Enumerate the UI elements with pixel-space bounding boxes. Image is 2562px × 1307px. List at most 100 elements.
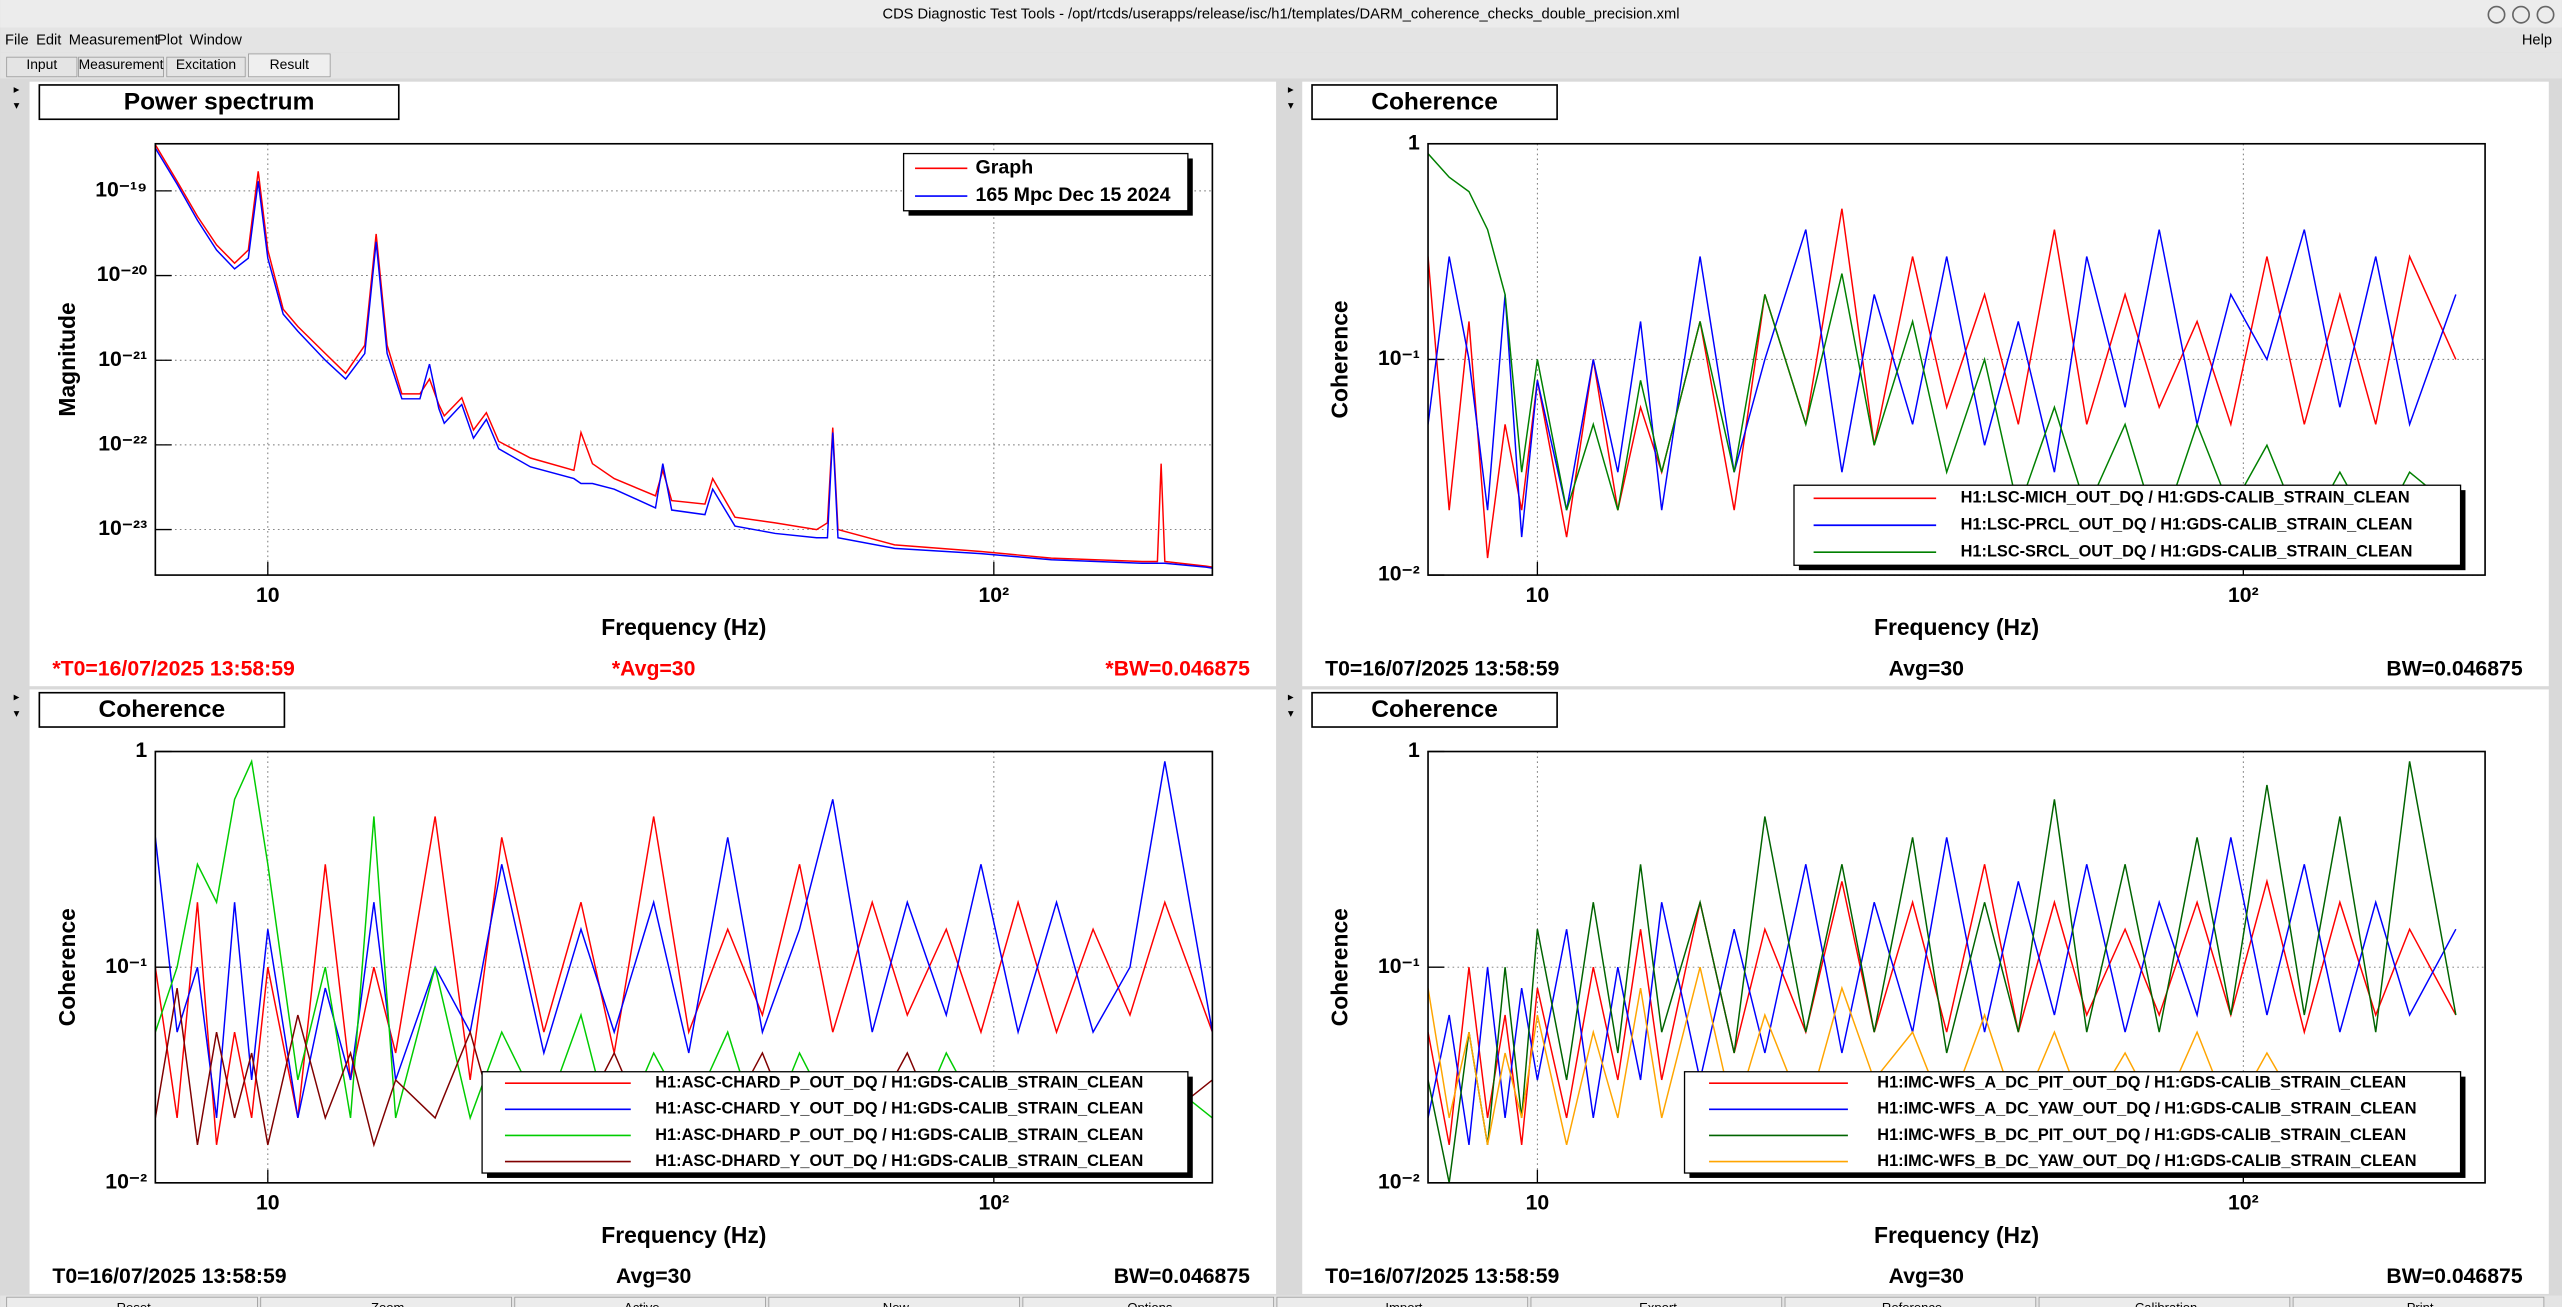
plot-frame [1427, 750, 2486, 1184]
footer-t0: *T0=16/07/2025 13:58:59 [52, 657, 295, 680]
button-label[interactable]: New [883, 1300, 910, 1307]
menu-item[interactable]: Plot [157, 33, 182, 49]
plot-frame [154, 750, 1214, 1184]
y-tick-label: 10⁻²² [98, 432, 147, 455]
tab-label[interactable]: Result [270, 56, 309, 72]
y-tick-label: 10⁻² [105, 1170, 147, 1193]
plot-frame [1427, 142, 2486, 576]
y-tick-label: 10⁻¹ [1378, 347, 1420, 370]
button-label[interactable]: Print [2407, 1300, 2434, 1307]
button-label[interactable]: Active [624, 1300, 660, 1307]
expand-arrow[interactable]: ▸ [14, 84, 20, 96]
tab[interactable] [6, 56, 78, 78]
legend-label: H1:ASC-DHARD_P_OUT_DQ / H1:GDS-CALIB_STR… [655, 1126, 1143, 1144]
tab-label[interactable]: Measurement [79, 56, 164, 72]
y-tick-label: 10⁻²⁰ [97, 263, 148, 286]
button[interactable] [1022, 1296, 1275, 1307]
menu-item[interactable]: Edit [36, 33, 61, 49]
button[interactable] [1784, 1296, 2037, 1307]
button[interactable] [2292, 1296, 2545, 1307]
button-label[interactable]: Options [1127, 1300, 1172, 1307]
legend-label: H1:IMC-WFS_A_DC_PIT_OUT_DQ / H1:GDS-CALI… [1877, 1073, 2406, 1091]
tab[interactable] [166, 56, 246, 78]
expand-arrow[interactable]: ▾ [1288, 100, 1294, 112]
x-axis-title: Frequency (Hz) [1874, 1222, 2039, 1248]
y-tick-label: 1 [135, 739, 147, 762]
footer-bw: BW=0.046875 [1114, 1265, 1250, 1288]
button[interactable] [6, 1296, 258, 1307]
tab-label[interactable]: Excitation [176, 56, 236, 72]
menu-item[interactable]: Measurement [69, 33, 159, 49]
footer-bw: BW=0.046875 [2386, 657, 2522, 680]
help-menu[interactable]: Help [2522, 33, 2552, 49]
y-axis-title: Coherence [1326, 908, 1352, 1026]
tab-bar [0, 52, 2562, 79]
legend-label: H1:ASC-CHARD_P_OUT_DQ / H1:GDS-CALIB_STR… [655, 1073, 1143, 1091]
y-tick-label: 1 [1408, 739, 1420, 762]
legend-label: H1:ASC-CHARD_Y_OUT_DQ / H1:GDS-CALIB_STR… [655, 1100, 1143, 1118]
button[interactable] [768, 1296, 1021, 1307]
expand-arrow[interactable]: ▾ [14, 100, 20, 112]
button-label[interactable]: Import [1385, 1300, 1422, 1307]
plot-frame [154, 142, 1214, 576]
panel-title-box [38, 691, 286, 728]
button[interactable] [1530, 1296, 1783, 1307]
button[interactable] [2038, 1296, 2291, 1307]
expand-arrow[interactable]: ▾ [1288, 708, 1294, 720]
button-label[interactable]: Reset [117, 1300, 151, 1307]
button[interactable] [514, 1296, 766, 1307]
y-tick-label: 10⁻² [1378, 1170, 1420, 1193]
x-axis-title: Frequency (Hz) [601, 1222, 766, 1248]
panel-title: Coherence [1371, 88, 1498, 115]
maximize-button[interactable] [2512, 5, 2531, 24]
expand-arrow[interactable]: ▾ [14, 708, 20, 720]
x-tick-label: 10² [978, 1192, 1009, 1215]
expand-arrow[interactable]: ▸ [1288, 84, 1294, 96]
y-tick-label: 10⁻¹ [105, 955, 147, 978]
close-button[interactable] [2536, 5, 2555, 24]
panel-title: Coherence [1371, 696, 1498, 723]
expand-arrow[interactable]: ▸ [1288, 692, 1294, 704]
button-label[interactable]: Reference [1882, 1300, 1942, 1307]
legend [1683, 1071, 2462, 1174]
series-line [1428, 153, 2457, 540]
button[interactable] [1276, 1296, 1529, 1307]
legend-label: H1:IMC-WFS_B_DC_PIT_OUT_DQ / H1:GDS-CALI… [1877, 1126, 2406, 1144]
footer-t0: T0=16/07/2025 13:58:59 [1325, 1265, 1559, 1288]
y-tick-label: 10⁻² [1378, 563, 1420, 586]
window-title: CDS Diagnostic Test Tools - /opt/rtcds/u… [882, 7, 1679, 23]
y-axis-title: Coherence [54, 908, 80, 1026]
y-axis-title: Magnitude [54, 302, 80, 416]
tab[interactable] [248, 53, 331, 78]
title-bar [0, 0, 2562, 28]
panel-title: Coherence [99, 696, 226, 723]
footer-bw: *BW=0.046875 [1105, 657, 1250, 680]
menu-item[interactable]: File [5, 33, 29, 49]
x-tick-label: 10 [1526, 1192, 1550, 1215]
x-tick-label: 10 [256, 1192, 280, 1215]
button-label[interactable]: Zoom [371, 1300, 405, 1307]
y-tick-label: 10⁻²¹ [98, 348, 147, 371]
footer-avg: Avg=30 [1889, 657, 1964, 680]
button-label[interactable]: Export [1639, 1300, 1677, 1307]
y-tick-label: 10⁻²³ [98, 517, 147, 540]
x-axis-title: Frequency (Hz) [1874, 614, 2039, 640]
menu-item[interactable]: Window [190, 33, 243, 49]
minimize-button[interactable] [2487, 5, 2506, 24]
menu-bar [0, 27, 2562, 53]
button-label[interactable]: Calibration [2135, 1300, 2197, 1307]
legend-label: H1:IMC-WFS_A_DC_YAW_OUT_DQ / H1:GDS-CALI… [1877, 1100, 2416, 1118]
x-tick-label: 10² [978, 584, 1009, 607]
tab-label[interactable]: Input [26, 56, 57, 72]
footer-avg: *Avg=30 [612, 657, 696, 680]
expand-arrow[interactable]: ▸ [14, 692, 20, 704]
legend-label: H1:LSC-SRCL_OUT_DQ / H1:GDS-CALIB_STRAIN… [1961, 543, 2413, 561]
series-line [1428, 837, 2457, 1145]
legend-label: H1:IMC-WFS_B_DC_YAW_OUT_DQ / H1:GDS-CALI… [1877, 1152, 2416, 1170]
footer-avg: Avg=30 [616, 1265, 691, 1288]
tab[interactable] [78, 56, 164, 78]
button[interactable] [260, 1296, 512, 1307]
series-line [1428, 761, 2457, 1183]
